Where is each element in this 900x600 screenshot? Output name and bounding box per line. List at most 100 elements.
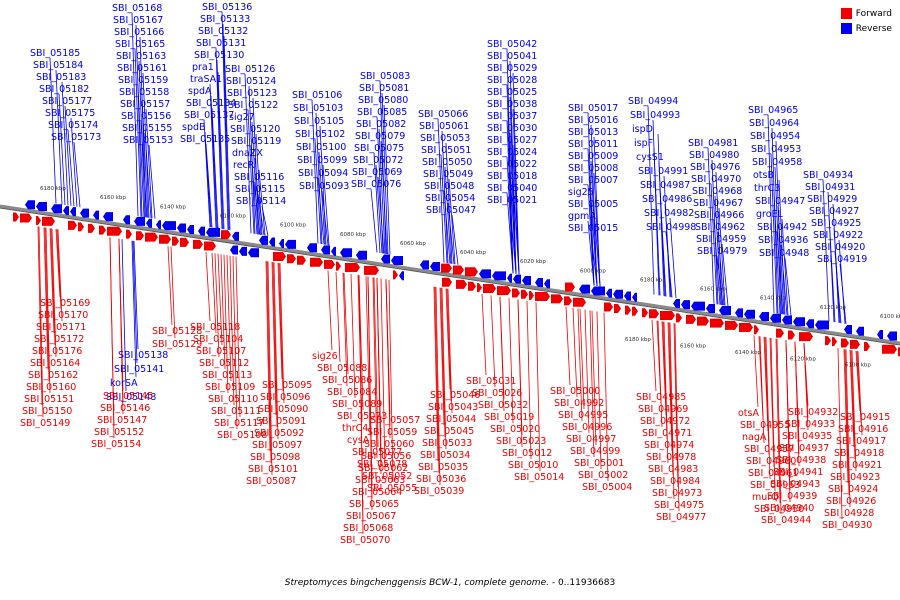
reverse-gene-arrow — [793, 317, 805, 327]
leader-line — [140, 120, 148, 218]
forward-gene-arrow — [456, 279, 467, 289]
reverse-gene-label: SBI_04927 — [809, 206, 859, 217]
reverse-gene-label: SBI_05106 — [292, 90, 342, 101]
reverse-gene-label: SBI_05015 — [568, 223, 618, 234]
tick-label: 6060 kbp — [400, 241, 426, 247]
forward-gene-label: SBI_04999 — [570, 446, 620, 457]
reverse-gene-label: SBI_04934 — [803, 170, 853, 181]
reverse-gene-label: SBI_05158 — [119, 87, 169, 98]
leader-line — [509, 168, 517, 274]
leader-line — [272, 262, 278, 428]
reverse-gene-label: SBI_04920 — [815, 242, 865, 253]
leader-line — [226, 255, 232, 382]
leader-line — [265, 261, 271, 452]
forward-gene-label: SBI_04955 — [740, 420, 790, 431]
leader-line — [378, 128, 386, 254]
leader-line — [440, 287, 446, 438]
forward-gene-arrow — [465, 267, 478, 277]
forward-gene-label: SBI_05036 — [416, 474, 466, 485]
forward-gene-arrow — [477, 283, 482, 293]
legend-reverse-label: Reverse — [855, 23, 892, 34]
forward-gene-arrow — [42, 216, 55, 226]
tick-label: 6180 kbp — [640, 277, 666, 283]
tick-label: 6140 kbp — [160, 204, 186, 210]
forward-gene-arrow — [788, 330, 795, 340]
leader-line — [205, 251, 211, 322]
forward-gene-label: SBI_05065 — [349, 499, 399, 510]
forward-gene-label: SBI_04960 — [746, 456, 796, 467]
reverse-gene-label: SBI_05072 — [353, 155, 403, 166]
forward-gene-label: SBI_04975 — [654, 500, 704, 511]
reverse-gene-label: SBI_05008 — [568, 163, 618, 174]
reverse-gene-label: spdB — [182, 122, 206, 133]
reverse-gene-label: SBI_04986 — [642, 194, 692, 205]
forward-gene-arrow — [172, 236, 179, 246]
forward-gene-arrow — [36, 215, 41, 225]
reverse-gene-arrow — [535, 277, 543, 287]
reverse-gene-label: sig27 — [229, 112, 255, 123]
leader-line — [279, 263, 285, 404]
reverse-gene-label: SBI_05115 — [235, 184, 285, 195]
reverse-gene-label: SBI_05135 — [180, 134, 230, 145]
forward-gene-arrow — [725, 320, 738, 330]
forward-gene-arrow — [453, 265, 464, 275]
tick-label: 6100 kbp — [880, 314, 900, 320]
forward-gene-arrow — [864, 342, 870, 352]
forward-gene-label: SBI_05033 — [422, 438, 472, 449]
reverse-gene-label: SBI_04968 — [692, 186, 742, 197]
forward-gene-label: SBI_05146 — [100, 403, 150, 414]
leader-line — [665, 231, 673, 298]
leader-line — [255, 133, 263, 235]
leader-line — [822, 179, 830, 322]
leader-line — [43, 227, 49, 370]
reverse-gene-label: SBI_04981 — [688, 138, 738, 149]
leader-line — [383, 104, 391, 255]
forward-gene-label: SBI_05039 — [414, 486, 464, 497]
leader-line — [131, 12, 139, 217]
reverse-gene-arrow — [632, 292, 637, 302]
leader-line — [247, 109, 255, 234]
forward-gene-label: SBI_05118 — [190, 322, 240, 333]
reverse-gene-label: SBI_05134 — [186, 98, 236, 109]
leader-line — [217, 253, 223, 346]
forward-gene-label: SBI_05145 — [103, 391, 153, 402]
leader-line — [855, 350, 861, 412]
reverse-gene-label: SBI_04958 — [752, 157, 802, 168]
reverse-gene-label: SBI_05105 — [294, 116, 344, 127]
leader-line — [662, 321, 668, 440]
reverse-gene-label: SBI_05174 — [48, 120, 98, 131]
leader-line — [839, 263, 847, 324]
reverse-gene-arrow — [356, 250, 367, 260]
forward-gene-label: SBI_05004 — [582, 482, 632, 493]
reverse-gene-label: SBI_05120 — [230, 124, 280, 135]
forward-gene-arrow — [88, 223, 95, 233]
reverse-gene-label: SBI_05075 — [354, 143, 404, 154]
label-leader-lines — [37, 11, 863, 535]
forward-gene-arrow — [180, 237, 189, 247]
reverse-gene-arrow — [134, 216, 145, 226]
reverse-gene-label: SBI_05016 — [568, 115, 618, 126]
forward-gene-label: SBI_05035 — [418, 462, 468, 473]
leader-line — [506, 192, 514, 274]
forward-gene-label: SBI_05010 — [508, 460, 558, 471]
leader-line — [217, 71, 225, 230]
reverse-gene-arrow — [321, 245, 330, 255]
forward-gene-label: SBI_05044 — [426, 414, 476, 425]
leader-line — [385, 279, 391, 439]
reverse-gene-label: SBI_05013 — [568, 127, 618, 138]
forward-gene-label: SBI_05091 — [256, 416, 306, 427]
reverse-gene-label: SBI_05079 — [355, 131, 405, 142]
forward-gene-arrow — [535, 291, 550, 301]
leader-line — [663, 321, 669, 464]
leader-line — [765, 337, 771, 480]
forward-gene-arrow — [754, 325, 759, 335]
forward-gene-label: SBI_05088 — [317, 363, 367, 374]
forward-gene-arrow — [336, 261, 341, 271]
forward-swatch — [840, 8, 852, 19]
axis-shadow — [0, 207, 900, 346]
leader-line — [857, 351, 863, 436]
reverse-gene-label: SBI_04931 — [805, 182, 855, 193]
leader-line — [565, 306, 571, 386]
leader-line — [109, 237, 115, 439]
forward-gene-label: SBI_05092 — [254, 428, 304, 439]
